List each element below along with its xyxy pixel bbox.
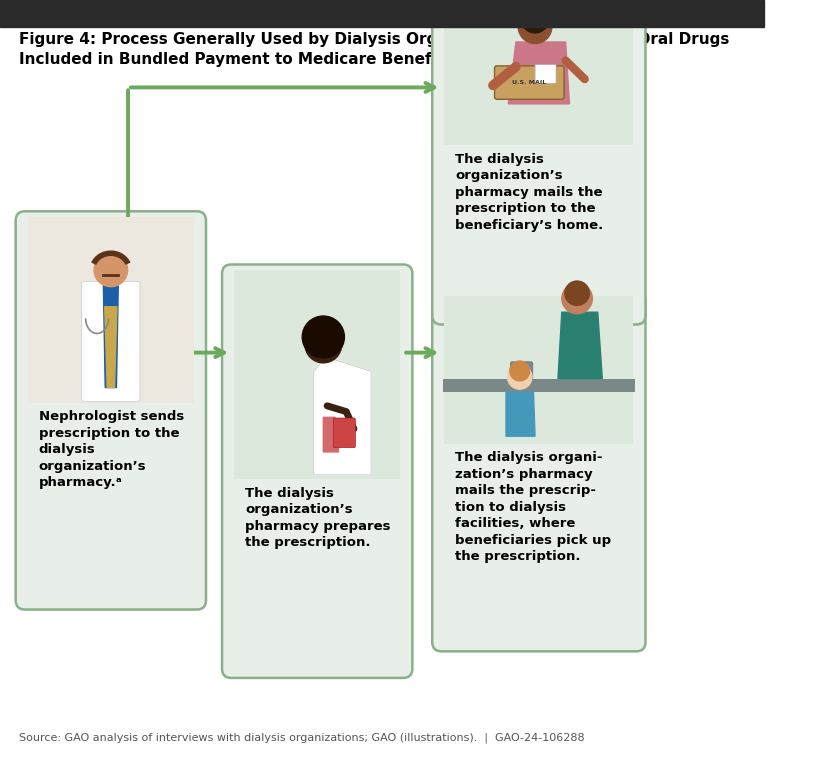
Circle shape bbox=[507, 365, 532, 389]
FancyBboxPatch shape bbox=[222, 264, 412, 678]
Text: U.S. MAIL: U.S. MAIL bbox=[512, 80, 547, 85]
Bar bbox=[234, 270, 400, 479]
Bar bbox=[0, 0, 764, 27]
FancyBboxPatch shape bbox=[433, 291, 645, 651]
FancyBboxPatch shape bbox=[433, 2, 645, 325]
FancyBboxPatch shape bbox=[511, 362, 533, 380]
Text: The dialysis
organization’s
pharmacy prepares
the prescription.: The dialysis organization’s pharmacy pre… bbox=[245, 486, 391, 549]
Polygon shape bbox=[314, 359, 371, 475]
Circle shape bbox=[302, 316, 344, 358]
Text: Source: GAO analysis of interviews with dialysis organizations; GAO (illustratio: Source: GAO analysis of interviews with … bbox=[19, 733, 585, 743]
Text: The dialysis organi-
zation’s pharmacy
mails the prescrip-
tion to dialysis
faci: The dialysis organi- zation’s pharmacy m… bbox=[455, 451, 612, 563]
Polygon shape bbox=[105, 307, 117, 388]
Polygon shape bbox=[323, 417, 339, 452]
Circle shape bbox=[518, 10, 552, 43]
FancyBboxPatch shape bbox=[333, 418, 355, 448]
Bar bbox=[28, 217, 194, 403]
Bar bbox=[443, 378, 635, 392]
Text: The dialysis
organization’s
pharmacy mails the
prescription to the
beneficiary’s: The dialysis organization’s pharmacy mai… bbox=[455, 153, 603, 232]
Polygon shape bbox=[558, 312, 602, 378]
FancyBboxPatch shape bbox=[16, 211, 206, 610]
Circle shape bbox=[510, 361, 530, 381]
FancyBboxPatch shape bbox=[81, 281, 140, 401]
Circle shape bbox=[94, 253, 128, 287]
FancyBboxPatch shape bbox=[495, 66, 564, 100]
Polygon shape bbox=[506, 392, 535, 436]
Polygon shape bbox=[103, 283, 118, 388]
Circle shape bbox=[305, 326, 342, 363]
Polygon shape bbox=[508, 42, 570, 104]
Text: Nephrologist sends
prescription to the
dialysis
organization’s
pharmacy.ᵃ: Nephrologist sends prescription to the d… bbox=[39, 410, 184, 489]
Bar bbox=[444, 296, 633, 444]
Circle shape bbox=[522, 5, 549, 33]
FancyBboxPatch shape bbox=[535, 65, 556, 84]
Text: Figure 4: Process Generally Used by Dialysis Organizations to Dispense Oral Drug: Figure 4: Process Generally Used by Dial… bbox=[19, 32, 729, 47]
Circle shape bbox=[564, 281, 590, 306]
Circle shape bbox=[562, 283, 592, 314]
Text: Included in Bundled Payment to Medicare Beneficiaries: Included in Bundled Payment to Medicare … bbox=[19, 52, 493, 67]
Bar bbox=[444, 8, 633, 145]
